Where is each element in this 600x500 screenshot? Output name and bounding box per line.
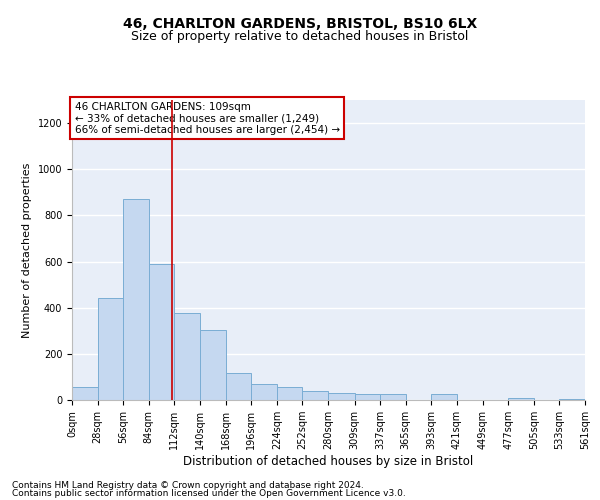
Text: 46 CHARLTON GARDENS: 109sqm
← 33% of detached houses are smaller (1,249)
66% of : 46 CHARLTON GARDENS: 109sqm ← 33% of det… bbox=[74, 102, 340, 134]
Bar bbox=[508, 398, 534, 400]
Bar bbox=[226, 374, 251, 400]
Bar bbox=[431, 394, 457, 400]
Bar bbox=[149, 264, 175, 400]
Bar bbox=[302, 391, 328, 400]
Bar bbox=[355, 394, 380, 400]
X-axis label: Distribution of detached houses by size in Bristol: Distribution of detached houses by size … bbox=[184, 455, 473, 468]
Y-axis label: Number of detached properties: Number of detached properties bbox=[22, 162, 32, 338]
Bar bbox=[277, 388, 302, 400]
Bar bbox=[251, 384, 277, 400]
Bar bbox=[72, 388, 98, 400]
Text: Contains HM Land Registry data © Crown copyright and database right 2024.: Contains HM Land Registry data © Crown c… bbox=[12, 480, 364, 490]
Bar bbox=[200, 330, 226, 400]
Bar bbox=[380, 394, 406, 400]
Text: Contains public sector information licensed under the Open Government Licence v3: Contains public sector information licen… bbox=[12, 489, 406, 498]
Bar bbox=[98, 298, 123, 400]
Text: Size of property relative to detached houses in Bristol: Size of property relative to detached ho… bbox=[131, 30, 469, 43]
Text: 46, CHARLTON GARDENS, BRISTOL, BS10 6LX: 46, CHARLTON GARDENS, BRISTOL, BS10 6LX bbox=[123, 18, 477, 32]
Bar bbox=[123, 199, 149, 400]
Bar bbox=[559, 399, 585, 400]
Bar bbox=[328, 393, 355, 400]
Bar bbox=[175, 314, 200, 400]
